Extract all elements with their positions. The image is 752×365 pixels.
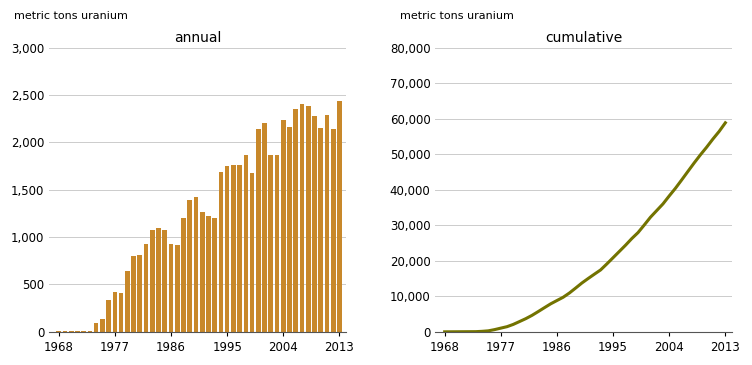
- Bar: [125, 271, 129, 332]
- Bar: [138, 255, 142, 332]
- Bar: [168, 244, 173, 332]
- Bar: [244, 155, 248, 332]
- Bar: [293, 109, 298, 332]
- Bar: [231, 165, 235, 332]
- Bar: [318, 128, 323, 332]
- Bar: [299, 104, 305, 332]
- Bar: [75, 331, 80, 332]
- Bar: [100, 319, 105, 332]
- Bar: [193, 197, 199, 332]
- Bar: [131, 256, 136, 332]
- Bar: [262, 123, 267, 332]
- Bar: [175, 245, 180, 332]
- Bar: [219, 172, 223, 332]
- Text: metric tons uranium: metric tons uranium: [14, 11, 128, 21]
- Bar: [337, 101, 341, 332]
- Bar: [200, 212, 205, 332]
- Bar: [69, 331, 74, 332]
- Bar: [162, 230, 167, 332]
- Bar: [113, 292, 117, 332]
- Bar: [312, 116, 317, 332]
- Bar: [325, 115, 329, 332]
- Bar: [331, 129, 335, 332]
- Bar: [156, 228, 161, 332]
- Bar: [144, 244, 148, 332]
- Bar: [62, 331, 67, 332]
- Bar: [150, 230, 155, 332]
- Bar: [119, 293, 123, 332]
- Bar: [281, 120, 286, 332]
- Bar: [181, 218, 186, 332]
- Bar: [87, 331, 92, 332]
- Bar: [250, 173, 254, 332]
- Bar: [225, 166, 229, 332]
- Bar: [238, 165, 242, 332]
- Bar: [206, 216, 211, 332]
- Bar: [268, 155, 273, 332]
- Bar: [106, 300, 111, 332]
- Bar: [187, 200, 192, 332]
- Bar: [81, 331, 86, 332]
- Bar: [287, 127, 292, 332]
- Bar: [256, 129, 261, 332]
- Bar: [274, 155, 280, 332]
- Title: annual: annual: [174, 31, 221, 45]
- Text: metric tons uranium: metric tons uranium: [400, 11, 514, 21]
- Bar: [306, 106, 311, 332]
- Title: cumulative: cumulative: [544, 31, 622, 45]
- Bar: [56, 331, 61, 332]
- Bar: [212, 218, 217, 332]
- Bar: [94, 323, 99, 332]
